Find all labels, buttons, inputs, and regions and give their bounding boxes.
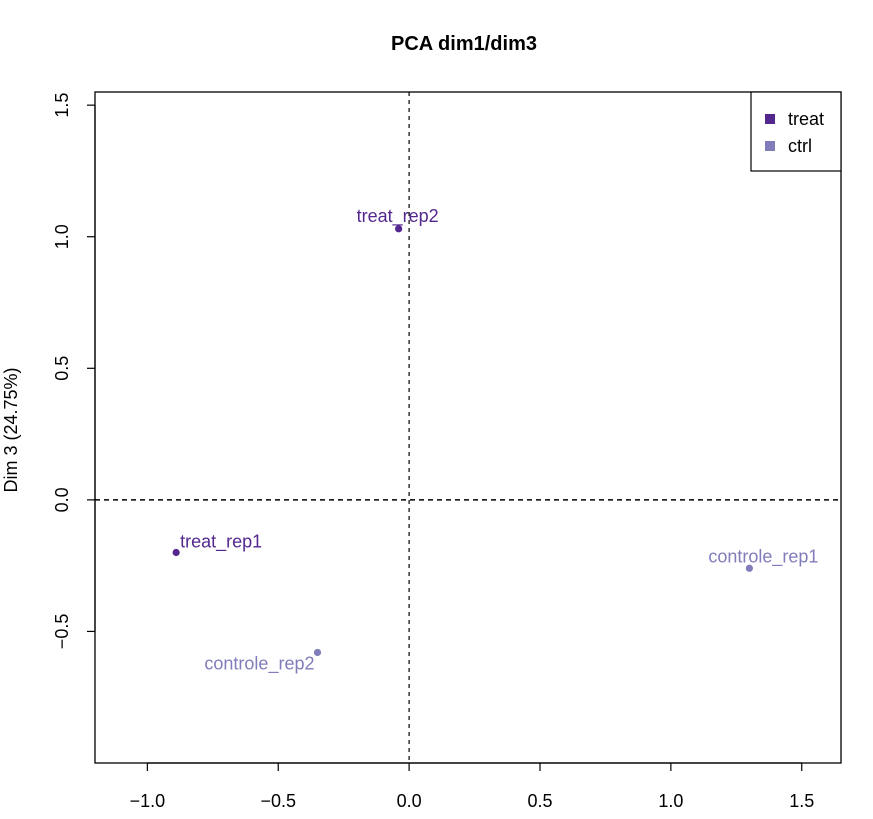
legend-box xyxy=(750,91,842,172)
data-points: treat_rep1 treat_rep2 controle_rep1control… xyxy=(172,206,818,674)
data-point-label: controle_rep1 xyxy=(708,546,818,567)
reference-lines xyxy=(95,92,841,763)
data-point-label: treat_rep1 xyxy=(180,531,262,552)
data-point xyxy=(395,225,403,233)
data-point xyxy=(745,564,753,572)
data-point-label: treat_rep2 xyxy=(357,206,439,227)
x-tick-label: −0.5 xyxy=(260,791,296,811)
y-tick-label: −0.5 xyxy=(52,614,72,650)
data-point xyxy=(313,648,322,657)
legend: treat ctrl xyxy=(750,91,842,172)
data-point xyxy=(172,548,180,557)
x-tick-label: 0.0 xyxy=(397,791,422,811)
y-tick-label: 1.0 xyxy=(52,224,72,249)
y-axis: −0.5 0.0 0.5 1.0 1.5 xyxy=(52,93,96,650)
x-tick-label: 1.0 xyxy=(658,791,683,811)
chart-title: PCA dim1/dim3 xyxy=(391,33,537,55)
x-tick-label: 0.5 xyxy=(527,791,552,811)
x-tick-label: 1.5 xyxy=(789,791,814,811)
y-tick-label: 0.0 xyxy=(52,487,72,512)
y-tick-label: 0.5 xyxy=(52,356,72,381)
data-point-label: controle_rep2 xyxy=(204,653,314,674)
legend-swatch xyxy=(765,141,775,151)
legend-label: treat xyxy=(788,109,824,129)
x-axis: −1.0 −0.5 0.0 0.5 1.0 1.5 xyxy=(130,762,814,811)
legend-label: ctrl xyxy=(788,136,812,156)
y-axis-label: Dim 3 (24.75%) xyxy=(1,367,21,492)
y-tick-label: 1.5 xyxy=(52,93,72,118)
legend-swatch xyxy=(765,114,775,124)
x-tick-label: −1.0 xyxy=(130,791,166,811)
